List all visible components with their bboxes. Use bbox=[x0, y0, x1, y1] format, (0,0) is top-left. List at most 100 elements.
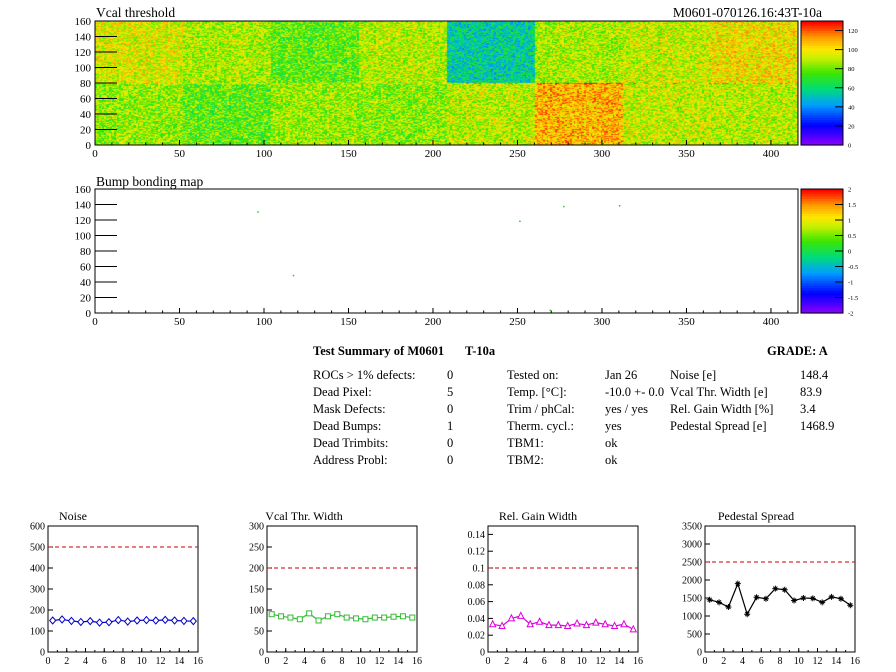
colorbar-band bbox=[801, 226, 843, 230]
colorbar-band bbox=[801, 218, 843, 222]
colorbar-band bbox=[801, 231, 843, 235]
bump-bonding-title: Bump bonding map bbox=[96, 174, 204, 189]
y-tick-label: 140 bbox=[75, 200, 92, 212]
y-tick-label: 20 bbox=[80, 293, 92, 305]
colorbar-band bbox=[801, 228, 843, 232]
data-point bbox=[535, 617, 544, 625]
data-point bbox=[86, 616, 94, 626]
col3-value-2: 3.4 bbox=[800, 402, 816, 416]
data-point bbox=[744, 611, 751, 618]
y-tick-label: 140 bbox=[75, 32, 92, 44]
data-point bbox=[95, 618, 104, 627]
y-tick-label: 500 bbox=[687, 630, 702, 641]
colorbar-band bbox=[801, 193, 843, 198]
colorbar-band bbox=[801, 288, 843, 292]
data-point bbox=[488, 619, 497, 628]
x-tick-label: 4 bbox=[523, 656, 528, 667]
colorbar-band bbox=[801, 87, 843, 92]
y-tick-label: 500 bbox=[30, 543, 45, 554]
data-point bbox=[353, 615, 360, 622]
data-point bbox=[809, 595, 816, 602]
grade: GRADE: A bbox=[767, 344, 828, 358]
col1-label-4: Dead Trimbits: bbox=[313, 436, 389, 450]
y-tick-label: 80 bbox=[80, 78, 92, 90]
colorbar-band bbox=[801, 310, 843, 314]
colorbar-band bbox=[801, 265, 843, 269]
colorbar-band bbox=[801, 283, 843, 287]
x-tick-label: 2 bbox=[283, 656, 288, 667]
colorbar-band bbox=[801, 50, 843, 54]
colorbar-band bbox=[801, 80, 843, 84]
colorbar-tick-label: 120 bbox=[848, 28, 858, 35]
x-tick-label: 6 bbox=[102, 656, 107, 667]
dead-bump-point bbox=[292, 274, 295, 277]
col2-label-3: Therm. cycl.: bbox=[507, 419, 574, 433]
colorbar-band bbox=[801, 293, 843, 297]
colorbar-tick-label: -1 bbox=[848, 280, 853, 287]
data-point bbox=[142, 615, 151, 625]
y-tick-label: 300 bbox=[30, 585, 45, 596]
data-point bbox=[381, 614, 388, 621]
colorbar-band bbox=[801, 135, 843, 139]
data-point bbox=[189, 616, 197, 626]
plot-title: Noise bbox=[59, 509, 87, 523]
data-point bbox=[362, 616, 369, 623]
colorbar-band bbox=[801, 213, 843, 217]
data-point bbox=[582, 620, 591, 629]
colorbar-band bbox=[801, 243, 843, 247]
x-tick-label: 300 bbox=[594, 316, 611, 328]
colorbar-band bbox=[801, 268, 843, 272]
x-tick-label: 400 bbox=[763, 148, 780, 160]
y-tick-label: 100 bbox=[30, 627, 45, 638]
colorbar-band bbox=[801, 300, 843, 304]
y-tick-label: 80 bbox=[80, 246, 92, 258]
col2-value-5: ok bbox=[605, 453, 618, 467]
plot-title: Pedestal Spread bbox=[718, 509, 794, 523]
colorbar-band bbox=[801, 130, 843, 134]
colorbar-band bbox=[801, 58, 843, 62]
colorbar-band bbox=[801, 198, 843, 202]
colorbar-tick-label: 2 bbox=[848, 187, 851, 194]
y-tick-label: 300 bbox=[249, 522, 264, 533]
col2-label-1: Temp. [°C]: bbox=[507, 385, 567, 399]
colorbar-band bbox=[801, 295, 843, 299]
colorbar-band bbox=[801, 117, 843, 121]
data-point bbox=[161, 615, 169, 625]
x-tick-label: 6 bbox=[759, 656, 764, 667]
colorbar-band bbox=[801, 95, 843, 99]
x-tick-label: 100 bbox=[256, 148, 273, 160]
y-tick-label: 0.14 bbox=[468, 530, 486, 541]
colorbar-band bbox=[801, 112, 843, 116]
colorbar-tick-label: 40 bbox=[848, 104, 855, 111]
x-tick-label: 12 bbox=[596, 656, 606, 667]
data-point bbox=[762, 595, 769, 602]
colorbar-band bbox=[801, 23, 843, 27]
col2-label-4: TBM1: bbox=[507, 436, 544, 450]
y-tick-label: 200 bbox=[30, 606, 45, 617]
col3-value-1: 83.9 bbox=[800, 385, 822, 399]
x-tick-label: 4 bbox=[740, 656, 745, 667]
y-tick-label: 2500 bbox=[682, 558, 702, 569]
data-point bbox=[498, 621, 506, 629]
colorbar-band bbox=[801, 110, 843, 114]
data-point bbox=[772, 585, 779, 592]
colorbar-band bbox=[801, 248, 843, 252]
colorbar-band bbox=[801, 105, 843, 109]
col1-label-0: ROCs > 1% defects: bbox=[313, 368, 416, 382]
x-tick-label: 0 bbox=[46, 656, 51, 667]
data-point bbox=[58, 615, 66, 624]
data-point bbox=[49, 616, 57, 625]
col1-value-3: 1 bbox=[447, 419, 454, 433]
x-tick-label: 200 bbox=[425, 316, 442, 328]
data-point bbox=[315, 617, 322, 624]
y-tick-label: 160 bbox=[75, 16, 92, 28]
colorbar-band bbox=[801, 216, 843, 220]
y-tick-label: 20 bbox=[80, 125, 92, 137]
y-tick-label: 0.08 bbox=[468, 580, 486, 591]
col2-value-2: yes / yes bbox=[605, 402, 649, 416]
vcal-threshold-panel: 0 50 100 150 200 250 300 350 400 0 20 40 60 80 100 120 1… bbox=[0, 0, 896, 165]
data-point bbox=[753, 594, 760, 601]
x-tick-label: 8 bbox=[561, 656, 566, 667]
colorbar-band bbox=[801, 189, 843, 193]
bump-bonding-axes: 0 50 100 150 200 250 300 350 4000204060801001201… bbox=[75, 184, 859, 328]
